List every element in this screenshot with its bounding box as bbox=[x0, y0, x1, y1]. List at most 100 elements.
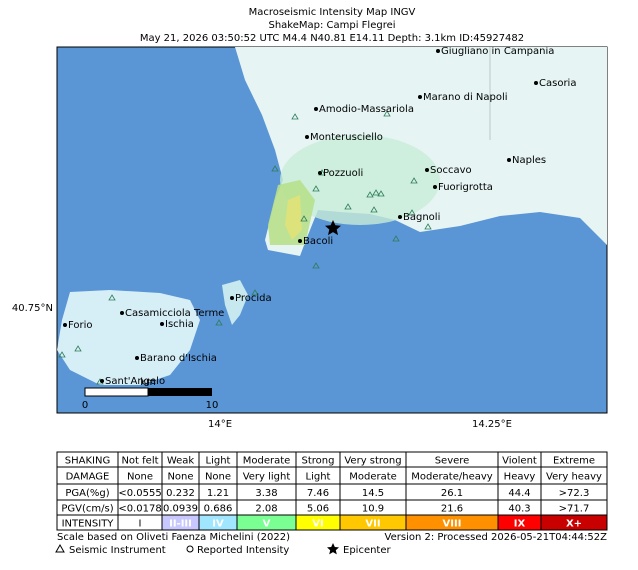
place-label: Ischia bbox=[165, 319, 194, 330]
intensity-label: VII bbox=[365, 519, 380, 530]
table-text: Violent bbox=[502, 456, 537, 467]
table-text: 3.38 bbox=[255, 488, 277, 499]
place-label: Bagnoli bbox=[403, 212, 440, 223]
procida bbox=[222, 280, 248, 325]
table-text: PGA(%g) bbox=[65, 488, 109, 499]
table-text: Not felt bbox=[121, 456, 158, 467]
table-text: Moderate bbox=[349, 472, 397, 483]
place-dot bbox=[120, 311, 124, 315]
table-text: 2.08 bbox=[255, 504, 277, 515]
place-label: Giugliano in Campania bbox=[441, 46, 554, 57]
version: Version 2: Processed 2026-05-21T04:44:52… bbox=[385, 532, 608, 543]
intensity-label: I bbox=[139, 519, 142, 530]
table-text: Heavy bbox=[504, 472, 536, 483]
scale-label: 0 bbox=[82, 400, 88, 411]
place-label: Procida bbox=[235, 293, 272, 304]
lon-label: 14.25°E bbox=[472, 419, 512, 430]
table-text: 0.686 bbox=[204, 504, 233, 515]
table-text: Very strong bbox=[344, 456, 401, 467]
legend-symbol bbox=[327, 543, 339, 555]
place-dot bbox=[100, 379, 104, 383]
legend-label: Seismic Instrument bbox=[69, 545, 166, 556]
place-dot bbox=[160, 322, 164, 326]
intensity-label: VIII bbox=[443, 519, 462, 530]
scale-label: 10 bbox=[206, 400, 219, 411]
shaking-zone bbox=[285, 195, 302, 240]
legend-symbol bbox=[186, 545, 194, 553]
table-text: 44.4 bbox=[508, 488, 530, 499]
place-label: Bacoli bbox=[303, 236, 333, 247]
table-text: SHAKING bbox=[65, 456, 110, 467]
table-text: Severe bbox=[435, 456, 470, 467]
table-text: 1.21 bbox=[207, 488, 229, 499]
table-text: None bbox=[205, 472, 231, 483]
table-text: 14.5 bbox=[362, 488, 384, 499]
place-dot bbox=[425, 168, 429, 172]
table-text: DAMAGE bbox=[66, 472, 110, 483]
place-label: Monterusciello bbox=[310, 132, 383, 143]
table-text: PGV(cm/s) bbox=[61, 504, 113, 515]
place-label: Amodio-Massariola bbox=[319, 104, 414, 115]
place-dot bbox=[436, 49, 440, 53]
place-dot bbox=[135, 356, 139, 360]
legend-label: Reported Intensity bbox=[197, 545, 289, 556]
place-label: Sant'Angelo bbox=[105, 376, 165, 387]
table-text: Light bbox=[306, 472, 331, 483]
lat-label: 40.75°N bbox=[12, 303, 53, 314]
scale-bar bbox=[84, 387, 149, 397]
table-text: INTENSITY bbox=[62, 519, 115, 530]
table-text: Strong bbox=[302, 456, 335, 467]
table-text: 10.9 bbox=[362, 504, 384, 515]
table-text: None bbox=[167, 472, 193, 483]
place-label: Marano di Napoli bbox=[423, 92, 508, 103]
place-dot bbox=[534, 81, 538, 85]
title-line: ShakeMap: Campi Flegrei bbox=[268, 20, 395, 31]
place-dot bbox=[318, 171, 322, 175]
intensity-label: IV bbox=[212, 519, 224, 530]
table-text: 40.3 bbox=[508, 504, 530, 515]
title-line: May 21, 2026 03:50:52 UTC M4.4 N40.81 E1… bbox=[140, 33, 524, 44]
place-label: Casamicciola Terme bbox=[125, 308, 224, 319]
table-text: Very light bbox=[243, 472, 291, 483]
place-dot bbox=[418, 95, 422, 99]
place-dot bbox=[398, 215, 402, 219]
table-cell bbox=[540, 514, 608, 531]
table-text: >72.3 bbox=[559, 488, 590, 499]
legend-label: Epicenter bbox=[343, 545, 392, 556]
place-dot bbox=[305, 135, 309, 139]
table-text: <0.0178 bbox=[118, 504, 161, 515]
place-label: Barano d'Ischia bbox=[140, 353, 217, 364]
table-text: Moderate bbox=[243, 456, 291, 467]
table-text: 5.06 bbox=[307, 504, 329, 515]
table-text: None bbox=[127, 472, 153, 483]
place-label: Soccavo bbox=[430, 165, 472, 176]
place-dot bbox=[230, 296, 234, 300]
place-label: Naples bbox=[512, 155, 546, 166]
title-line: Macroseismic Intensity Map INGV bbox=[249, 7, 416, 18]
ischia bbox=[57, 290, 200, 385]
scale-bar bbox=[148, 388, 212, 396]
table-text: 0.232 bbox=[166, 488, 195, 499]
epicenter bbox=[325, 220, 341, 236]
intensity-label: V bbox=[263, 519, 271, 530]
table-text: Very heavy bbox=[546, 472, 602, 483]
lon-label: 14°E bbox=[208, 419, 232, 430]
table-text: 0.0939 bbox=[163, 504, 198, 515]
intensity-label: VI bbox=[312, 519, 323, 530]
intensity-label: X+ bbox=[566, 519, 582, 530]
table-text: 21.6 bbox=[441, 504, 463, 515]
place-dot bbox=[433, 185, 437, 189]
shaking-zone bbox=[280, 135, 440, 225]
place-dot bbox=[314, 107, 318, 111]
place-dot bbox=[63, 323, 67, 327]
scale-unit: km bbox=[140, 377, 156, 388]
table-text: Weak bbox=[167, 456, 195, 467]
scale-note: Scale based on Oliveti Faenza Michelini … bbox=[57, 532, 290, 543]
table-text: >71.7 bbox=[559, 504, 590, 515]
place-label: Casoria bbox=[539, 78, 576, 89]
table-text: 26.1 bbox=[441, 488, 463, 499]
intensity-label: IX bbox=[514, 519, 526, 530]
legend-symbol bbox=[55, 543, 65, 553]
table-text: Moderate/heavy bbox=[411, 472, 492, 483]
